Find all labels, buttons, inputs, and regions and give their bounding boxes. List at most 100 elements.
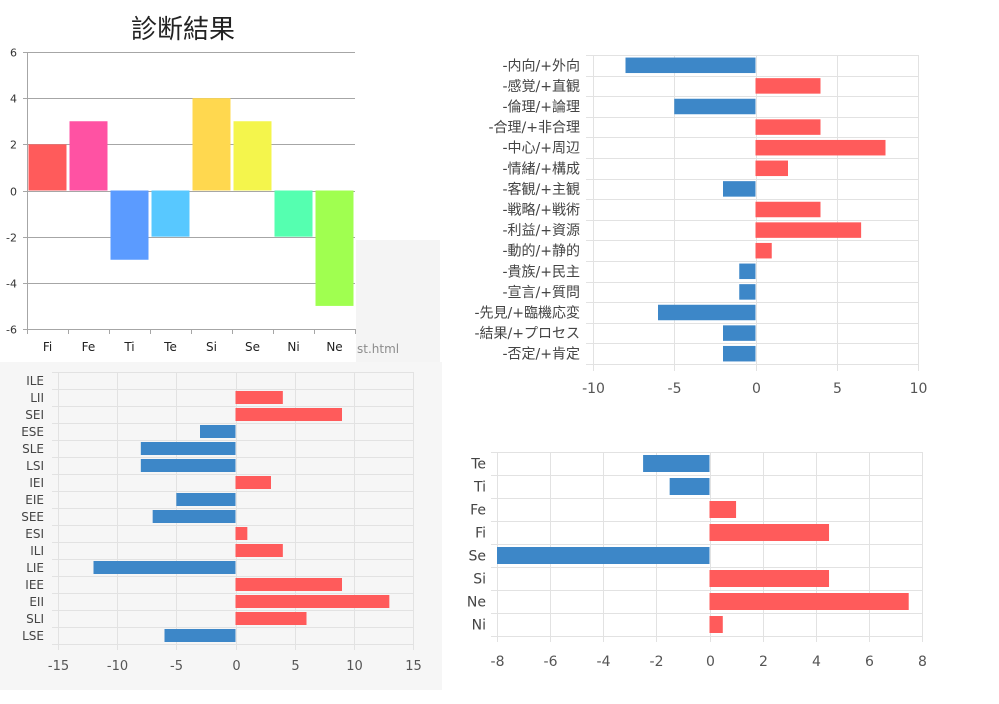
diagnosis-bar-chart: 診断結果 6 4 2 0 -2 -4 -6 Fi Fe Ti Te Si Se Ni Ne — [6, 15, 356, 354]
x-tick-label: 4 — [812, 654, 821, 670]
dichotomy-bar-5 — [755, 139, 886, 156]
type-bar-lse — [164, 629, 236, 642]
x-tick-label: -2 — [650, 654, 664, 670]
dichotomy-category-label: -客観/+主観 — [503, 181, 581, 198]
type-category-label: SEI — [25, 408, 44, 422]
type-bar-see — [152, 510, 236, 523]
bar-si — [192, 98, 231, 191]
x-tick-label: 6 — [865, 654, 874, 670]
type-category-label: SEE — [21, 510, 44, 524]
dichotomy-category-label: -結果/+プロセス — [475, 326, 581, 342]
x-category-label: Fi — [43, 340, 52, 354]
x-tick-label: 10 — [346, 659, 363, 674]
function-category-label: Fe — [470, 503, 486, 519]
dichotomy-category-label: -情緒/+構成 — [503, 161, 581, 177]
type-category-label: ILE — [26, 374, 44, 388]
dichotomy-category-label: -貴族/+民主 — [503, 264, 581, 280]
function-bar-ne — [709, 593, 909, 610]
function-category-label: Ni — [472, 618, 486, 634]
bar-ti — [110, 190, 149, 260]
type-category-label: SLI — [26, 612, 44, 626]
function-category-label: Ne — [467, 595, 486, 611]
dichotomy-category-label: -倫理/+論理 — [503, 100, 581, 116]
x-category-label: Si — [206, 340, 217, 354]
type-category-label: EIE — [25, 493, 44, 507]
function-category-label: Si — [473, 572, 486, 588]
function-bar-se — [497, 547, 710, 564]
y-tick-label: -4 — [6, 278, 17, 291]
y-tick-label: 6 — [10, 47, 17, 60]
x-tick-label: -15 — [48, 659, 69, 674]
function-category-label: Ti — [473, 480, 486, 496]
type-bar-chart: -15 -10 -5 0 5 10 15 ILE LII SEI ESE SLE LSI IEI EIE SE… — [21, 372, 422, 674]
type-category-label: SLE — [22, 442, 44, 456]
bar-se — [233, 121, 272, 191]
dichotomy-category-label: -否定/+肯定 — [503, 347, 581, 363]
dichotomy-bar-11 — [739, 263, 756, 280]
type-bar-iee — [235, 578, 342, 591]
bar-ni — [274, 190, 313, 237]
bar-fe — [69, 121, 108, 191]
bar-ne — [315, 190, 354, 306]
function-bar-fe — [709, 501, 737, 518]
x-tick-label: -5 — [170, 659, 183, 674]
dichotomy-bar-10 — [755, 242, 772, 259]
x-tick-label: 0 — [706, 654, 715, 670]
dichotomy-bar-4 — [755, 119, 821, 135]
type-bar-lii — [235, 391, 283, 404]
type-category-label: ESI — [25, 527, 44, 541]
dichotomy-category-label: -合理/+非合理 — [489, 120, 581, 136]
x-tick-label: -10 — [582, 381, 605, 397]
dichotomy-bar-8 — [755, 201, 821, 218]
dichotomy-category-label: -先見/+臨機応変 — [475, 305, 581, 322]
type-bar-ili — [235, 544, 283, 557]
type-bar-sle — [140, 442, 236, 455]
type-category-label: LSE — [22, 629, 44, 643]
dichotomy-bar-13 — [658, 304, 756, 321]
browser-background — [356, 240, 440, 362]
x-tick-label: -6 — [544, 654, 558, 670]
x-category-label: Te — [163, 340, 177, 354]
x-category-label: Ni — [287, 340, 299, 354]
x-tick-label: -5 — [668, 381, 682, 397]
function-chart-panel: -8 -6 -4 -2 0 2 4 6 8 Te Ti Fe Fi Se Si Ne Ni — [455, 445, 945, 685]
dichotomy-chart-panel: -10 -5 0 5 10 -内向/+外向 -感覚/+直観 -倫理/+論理 -合理/+非合理 -中… — [440, 30, 955, 408]
x-tick-label: 15 — [405, 659, 422, 674]
dichotomy-bar-15 — [723, 345, 756, 362]
type-category-label: ESE — [21, 425, 44, 439]
dichotomy-bar-12 — [739, 284, 756, 300]
x-tick-label: -4 — [597, 654, 611, 670]
url-fragment: st.html — [357, 342, 400, 356]
x-tick-label: -8 — [491, 654, 505, 670]
type-category-label: LII — [30, 391, 44, 405]
dichotomy-category-label: -中心/+周辺 — [503, 141, 581, 157]
y-tick-label: -2 — [6, 232, 17, 245]
dichotomy-category-label: -感覚/+直観 — [503, 78, 581, 95]
dichotomy-bar-3 — [674, 98, 756, 115]
function-category-label: Se — [469, 549, 487, 565]
x-category-label: Se — [245, 340, 260, 354]
x-tick-label: 8 — [918, 654, 927, 670]
x-tick-label: 2 — [759, 654, 768, 670]
dichotomy-bar-7 — [723, 181, 756, 197]
y-tick-label: 0 — [10, 186, 17, 199]
dichotomy-category-label: -宣言/+質問 — [503, 285, 581, 301]
diagnosis-chart-panel: 診断結果 6 4 2 0 -2 -4 -6 Fi Fe Ti Te Si Se Ni Ne — [0, 0, 356, 360]
type-category-label: EII — [29, 595, 44, 609]
y-tick-label: 4 — [10, 93, 17, 106]
bar-fi — [28, 144, 67, 191]
x-tick-label: 0 — [752, 381, 761, 397]
y-tick-label: -6 — [6, 324, 17, 337]
function-category-label: Fi — [475, 526, 486, 542]
x-category-label: Ne — [326, 340, 342, 354]
dichotomy-category-label: -利益/+資源 — [503, 223, 581, 239]
type-category-label: ILI — [30, 544, 44, 558]
type-bar-eie — [176, 493, 236, 506]
type-bar-sli — [235, 612, 307, 625]
type-bar-iei — [235, 476, 271, 489]
dichotomy-bar-14 — [723, 325, 756, 341]
type-bar-esi — [235, 527, 248, 540]
chart-title: 診断結果 — [131, 15, 235, 45]
x-tick-label: -10 — [107, 659, 128, 674]
dichotomy-bar-9 — [755, 222, 862, 238]
